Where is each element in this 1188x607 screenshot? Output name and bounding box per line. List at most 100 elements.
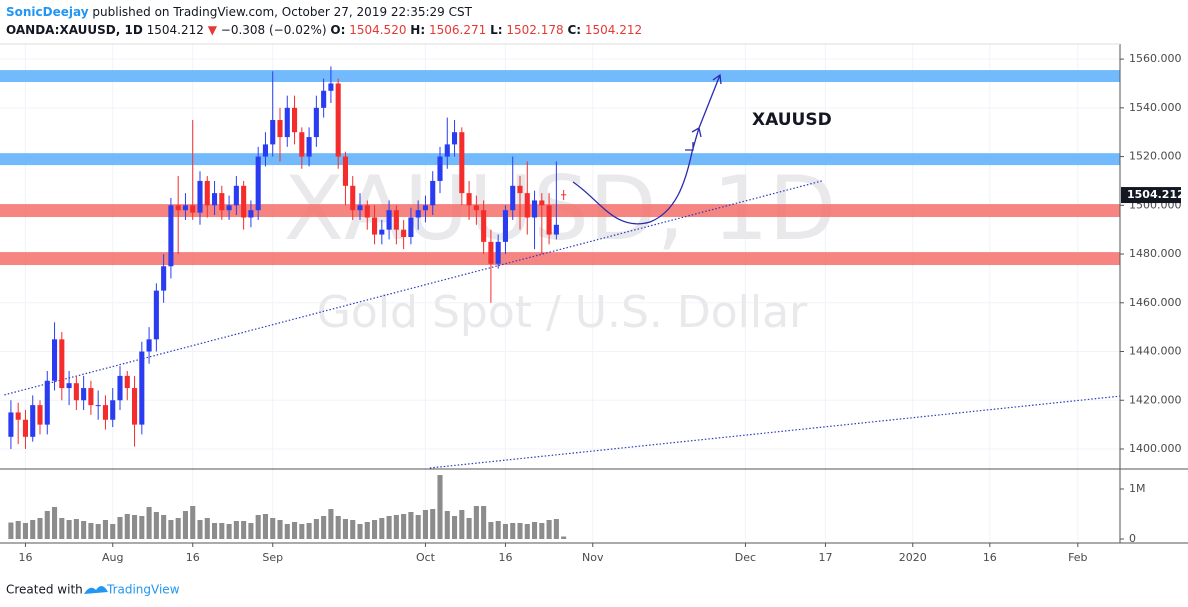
candle-body xyxy=(364,205,370,218)
annotation: XAUUSD xyxy=(752,110,832,130)
volume-bar xyxy=(255,515,261,539)
volume-bar xyxy=(532,522,538,539)
volume-bar xyxy=(488,522,494,539)
volume-bar xyxy=(422,510,428,539)
volume-bar xyxy=(44,511,50,539)
candle-body xyxy=(401,229,407,237)
forecast-arrow xyxy=(572,73,722,225)
candle-body xyxy=(342,156,348,186)
symbol: OANDA:XAUUSD, 1D xyxy=(6,23,143,37)
volume-bar xyxy=(459,510,465,539)
candle-body xyxy=(408,217,414,237)
candle-body xyxy=(473,205,479,211)
volume-bar xyxy=(335,516,341,539)
candle-body xyxy=(277,120,283,138)
c-label: C: xyxy=(567,23,581,37)
x-tick-label: 16 xyxy=(498,551,512,564)
x-tick-label: Feb xyxy=(1068,551,1087,564)
volume-bar xyxy=(452,516,458,539)
volume-bar xyxy=(553,519,559,539)
volume-bar xyxy=(241,521,247,539)
y-tick-label: 1460.000 xyxy=(1129,296,1182,309)
candle-body xyxy=(422,205,428,211)
last-price-box xyxy=(1121,187,1181,204)
y-tick-label: 1400.000 xyxy=(1129,442,1182,455)
candle-body xyxy=(510,185,516,211)
y-tick-label: 1440.000 xyxy=(1129,345,1182,358)
close: 1504.212 xyxy=(585,23,642,37)
candle-body xyxy=(132,388,138,425)
volume-bar xyxy=(95,524,101,539)
open: 1504.520 xyxy=(349,23,406,37)
last-price-label: 1504.212 xyxy=(1127,188,1185,201)
volume-bar xyxy=(73,519,79,539)
volume-bar xyxy=(313,519,319,539)
candle-body xyxy=(153,290,159,340)
volume-bar xyxy=(132,515,138,539)
volume-bar xyxy=(393,515,399,539)
candle-body xyxy=(524,193,530,218)
zone xyxy=(0,70,1120,83)
o-label: O: xyxy=(330,23,345,37)
volume-bar xyxy=(52,507,58,539)
y-tick-label: 1560.000 xyxy=(1129,52,1182,65)
candle-body xyxy=(321,90,327,108)
volume-bar xyxy=(328,509,334,539)
author: SonicDeejay xyxy=(6,5,89,19)
volume-bar xyxy=(430,509,436,539)
candle-body xyxy=(8,412,14,437)
volume-bar xyxy=(473,506,479,539)
volume-bar xyxy=(401,514,407,539)
volume-bar xyxy=(219,523,225,539)
candle-body xyxy=(553,224,559,235)
x-tick-label: 16 xyxy=(186,551,200,564)
volume-bar xyxy=(37,518,43,539)
candle-body xyxy=(488,241,494,264)
volume-bar xyxy=(226,524,232,539)
candle-body xyxy=(73,383,79,401)
volume-bar xyxy=(139,516,145,539)
candle-body xyxy=(30,405,36,437)
volume-bar xyxy=(66,520,72,539)
footer-created: Created with xyxy=(6,583,83,597)
candle-body xyxy=(393,210,399,230)
volume-bar xyxy=(88,523,94,539)
volume-bar xyxy=(30,520,36,539)
volume-bar xyxy=(146,507,152,539)
candle-body xyxy=(415,210,421,218)
candle-body xyxy=(372,217,378,235)
candle-body xyxy=(437,156,443,181)
candle-body xyxy=(561,194,567,196)
volume-bar xyxy=(350,520,356,539)
arrow: ▼ xyxy=(208,23,218,37)
candle-body xyxy=(335,83,341,157)
volume-bar xyxy=(102,520,108,539)
candle-body xyxy=(532,200,538,218)
volume-bar xyxy=(117,517,123,539)
candle-body xyxy=(182,205,188,211)
candle-body xyxy=(161,266,167,291)
y-tick-label: 1540.000 xyxy=(1129,101,1182,114)
footer-brand: TradingView xyxy=(106,583,180,597)
candle-body xyxy=(146,339,152,352)
x-tick-label: Nov xyxy=(582,551,604,564)
candle-body xyxy=(124,375,130,389)
volume-bar xyxy=(372,520,378,539)
volume-bar xyxy=(277,520,283,539)
volume-bar xyxy=(182,511,188,539)
candle-body xyxy=(357,205,363,211)
candle-body xyxy=(241,185,247,218)
volume-bar xyxy=(415,515,421,539)
x-tick-label: 2020 xyxy=(899,551,927,564)
candle-body xyxy=(255,156,261,211)
volume-bar xyxy=(262,514,268,539)
volume-bar xyxy=(197,520,203,539)
candle-body xyxy=(459,132,465,194)
volume-bar xyxy=(517,523,523,539)
volume-bar xyxy=(233,521,239,539)
candle-body xyxy=(212,193,218,206)
volume-bar xyxy=(153,512,159,539)
candle-body xyxy=(233,185,239,206)
